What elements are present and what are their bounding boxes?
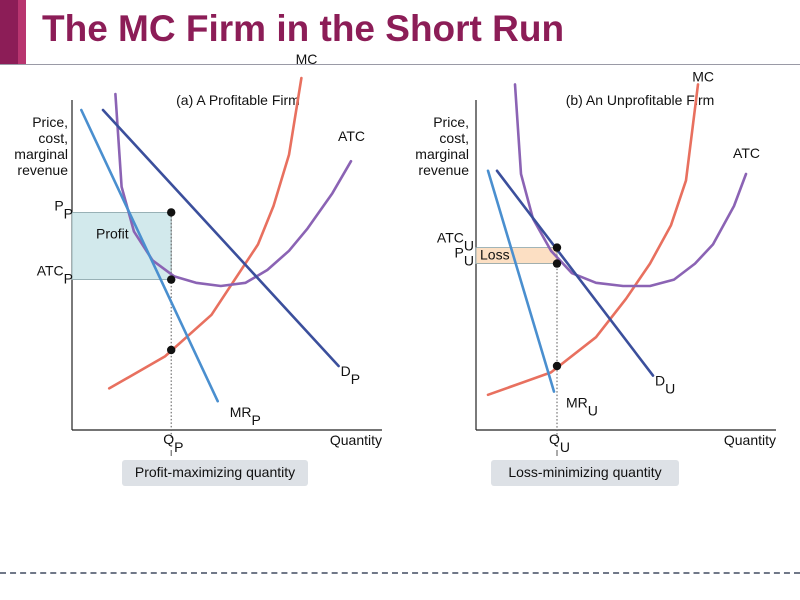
panel-b-bottom-label-box bbox=[491, 460, 679, 486]
panel-a-label-mc: MC bbox=[296, 51, 318, 67]
svg-text:MRU: MRU bbox=[566, 395, 598, 419]
panel-b-series-mr-line bbox=[486, 169, 556, 393]
panel-b-label-mc: MC bbox=[692, 68, 714, 84]
panel-a-y-axis-label: marginal bbox=[14, 146, 68, 162]
panel-b-x-axis-label: Quantity bbox=[724, 432, 776, 448]
svg-text:PP: PP bbox=[54, 197, 73, 221]
panel-b-series-d-line bbox=[495, 169, 655, 377]
panel-a-title: (a) A Profitable Firm bbox=[176, 92, 300, 108]
svg-text:ATCP: ATCP bbox=[37, 263, 73, 287]
svg-text:DU: DU bbox=[655, 373, 675, 397]
panel-a-y-axis-label: Price, bbox=[32, 114, 68, 130]
panel-b-y-axis-label: Price, bbox=[433, 114, 469, 130]
panel-a-series-d-line bbox=[101, 108, 340, 368]
svg-text:PU: PU bbox=[455, 245, 474, 269]
panel-b-series-mc-line bbox=[486, 83, 700, 397]
panel-b-bottom-label: Loss-minimizing quantity bbox=[508, 464, 661, 480]
panel-b-y-axis-label: cost, bbox=[439, 130, 469, 146]
panel-a-label-q-level: QP bbox=[163, 431, 183, 455]
panel-a-label-atc: ATC bbox=[338, 128, 365, 144]
title-accent-light bbox=[18, 0, 26, 64]
panel-a-label-p-level: PP bbox=[54, 197, 73, 221]
title-accent-dark bbox=[0, 0, 18, 64]
panel-a-x-axis-label: Quantity bbox=[330, 432, 382, 448]
panel-a-point-atc bbox=[167, 275, 176, 284]
slide-title-bar: The MC Firm in the Short Run bbox=[0, 0, 800, 65]
panel-b-y-axis-label: revenue bbox=[418, 162, 469, 178]
panel-b-label-atc-level: ATCU bbox=[437, 230, 474, 254]
panel-b-shaded-region-label: Loss bbox=[480, 247, 510, 263]
panel-a-point-mc bbox=[167, 345, 176, 355]
panel-b-title: (b) An Unprofitable Firm bbox=[566, 92, 715, 108]
panel-b-label-p-level: PU bbox=[455, 245, 474, 269]
panel-b-label-d: DU bbox=[655, 373, 675, 397]
panel-b-y-axis-label: marginal bbox=[415, 146, 469, 162]
panel-a-point-p bbox=[167, 208, 176, 217]
svg-text:QP: QP bbox=[163, 431, 183, 455]
bottom-dashed-rule bbox=[0, 572, 800, 574]
panel-b-label-atc: ATC bbox=[733, 145, 760, 161]
panel-a-y-axis-label: revenue bbox=[17, 162, 68, 178]
panel-b-label-q-level: QU bbox=[549, 431, 570, 455]
panel-b-label-mr: MRU bbox=[566, 395, 598, 419]
svg-text:QU: QU bbox=[549, 431, 570, 455]
panel-b-point-atc bbox=[552, 243, 562, 252]
panel-a-series-mr-line bbox=[80, 108, 219, 403]
panel-a-bottom-label: Profit-maximizing quantity bbox=[135, 464, 295, 480]
panel-a-label-d: DP bbox=[341, 363, 360, 387]
svg-text:MRP: MRP bbox=[230, 404, 261, 428]
panel-b-point-p bbox=[552, 259, 562, 268]
svg-text:ATCU: ATCU bbox=[437, 230, 474, 254]
panel-a-series-mc-line bbox=[107, 76, 303, 390]
panel-a-label-mr: MRP bbox=[230, 404, 261, 428]
panel-a-series-atc-line bbox=[114, 92, 353, 288]
panel-a-bottom-label-box bbox=[122, 460, 308, 486]
panel-a-shaded-region-label: Profit bbox=[96, 225, 129, 241]
panel-a-y-axis-label: cost, bbox=[38, 130, 68, 146]
svg-text:DP: DP bbox=[341, 363, 360, 387]
panel-b-point-mc bbox=[552, 361, 562, 371]
panel-a-label-atc-level: ATCP bbox=[37, 263, 73, 287]
slide-title: The MC Firm in the Short Run bbox=[42, 8, 565, 49]
